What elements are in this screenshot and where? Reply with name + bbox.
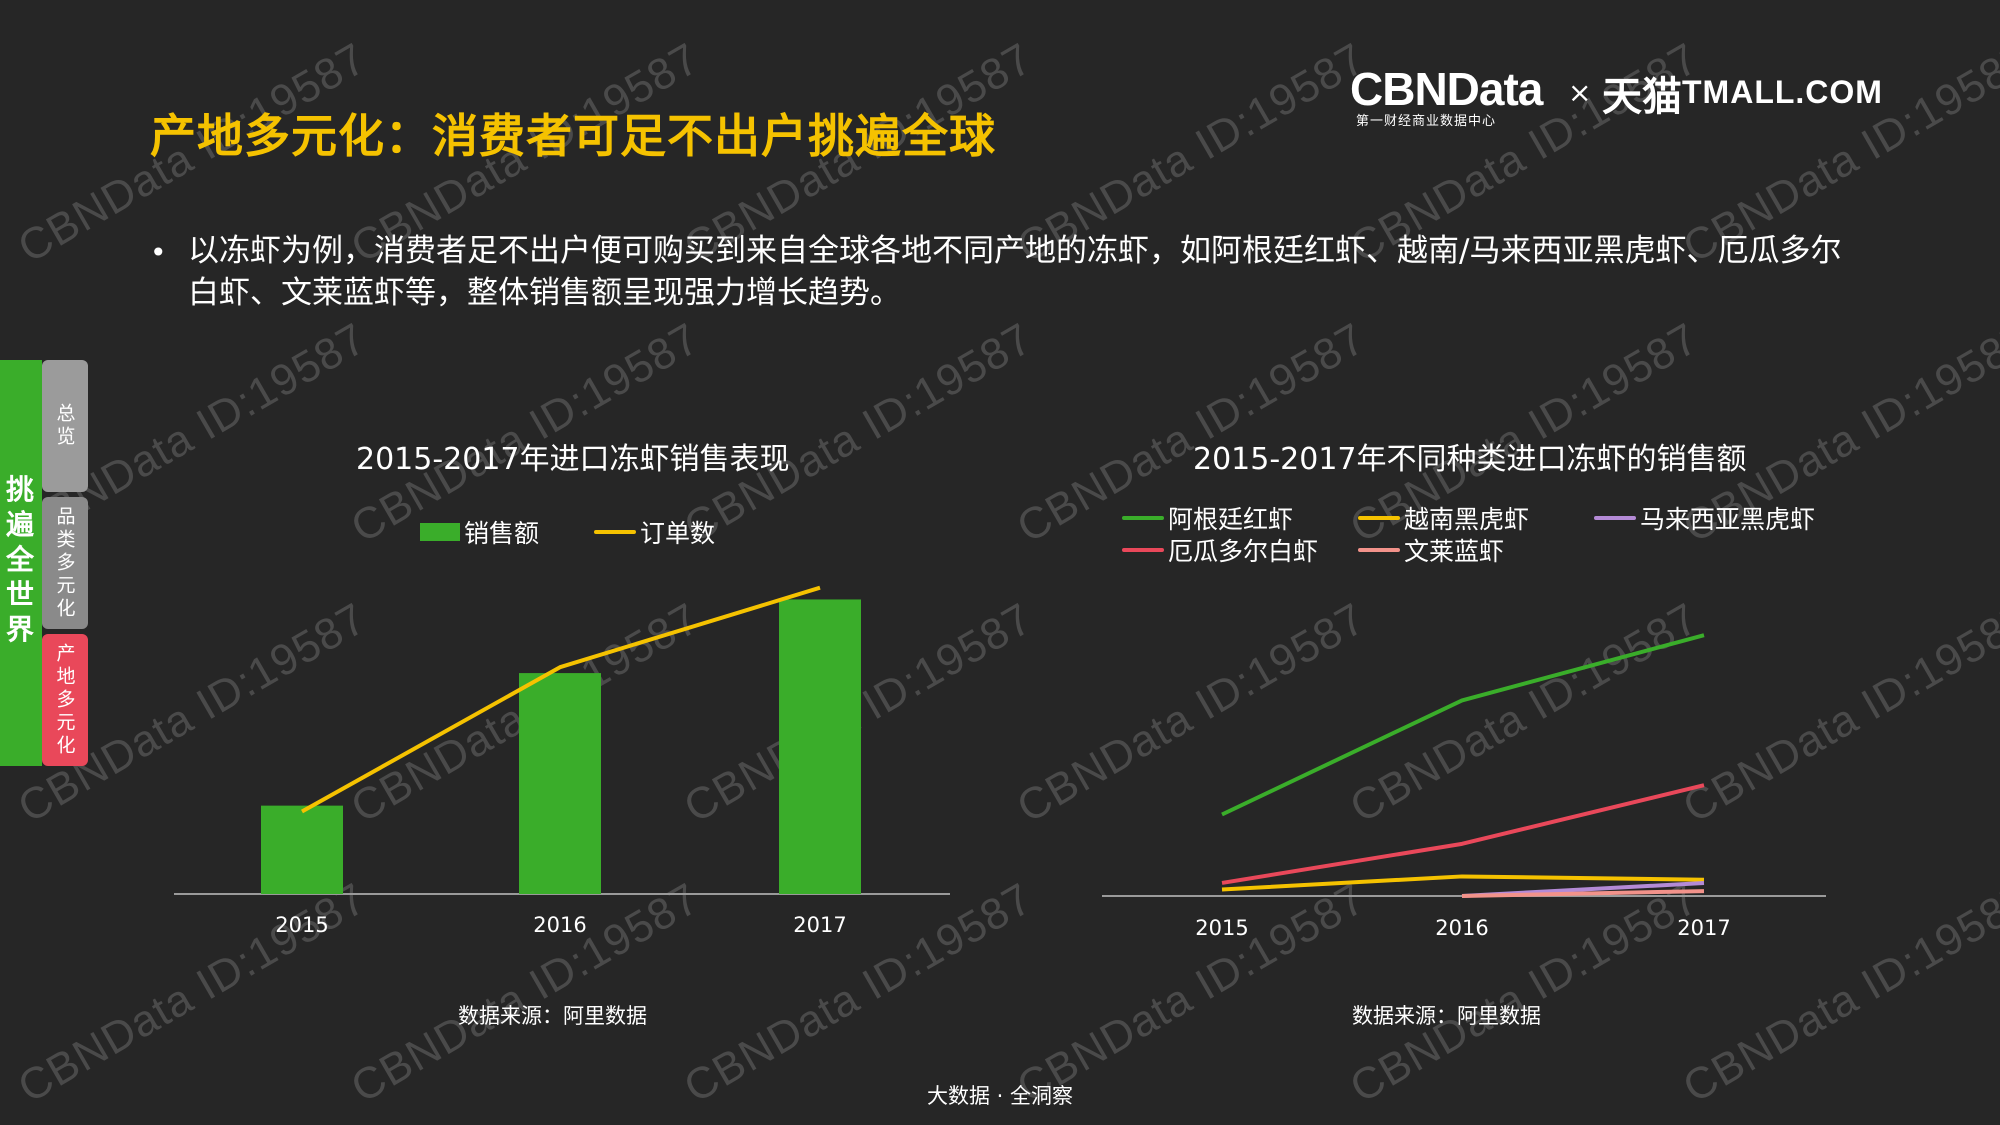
side-tab-label: 产地多元化 (53, 642, 76, 758)
chart2-line-brunei-blue-shrimp (1461, 889, 1705, 898)
tmall-logo-en: TMALL.COM (1682, 74, 1883, 110)
side-nav-main-text: 挑遍全世界 (5, 473, 34, 646)
legend-swatch (1358, 548, 1400, 552)
page-title: 产地多元化：消费者可足不出户挑遍全球 (150, 109, 996, 163)
chart2-x-tick-label: 2017 (1677, 916, 1730, 940)
bullet-marker: • (150, 236, 167, 269)
chart2-source: 数据来源：阿里数据 (1352, 1004, 1541, 1028)
cbndata-logo-subtitle: 第一财经商业数据中心 (1356, 114, 1497, 129)
legend-label: 厄瓜多尔白虾 (1168, 537, 1319, 566)
side-tab-overview[interactable]: 总览 (42, 360, 88, 492)
legend-label: 订单数 (640, 519, 716, 548)
chart2-legend-argentina: 阿根廷红虾 (1122, 500, 1293, 536)
logo-times-sign: × (1568, 76, 1592, 109)
chart2-legend-vietnam: 越南黑虎虾 (1358, 500, 1529, 536)
legend-swatch (1358, 516, 1400, 520)
legend-label: 马来西亚黑虎虾 (1640, 505, 1816, 534)
side-tab-category[interactable]: 品类多元化 (42, 497, 88, 629)
bullet-text: 以冻虾为例，消费者足不出户便可购买到来自全球各地不同产地的冻虾，如阿根廷红虾、越… (188, 233, 1842, 311)
legend-swatch (1594, 516, 1636, 520)
legend-label: 销售额 (464, 519, 540, 548)
chart1-bar-2016 (519, 673, 601, 894)
side-tab-origin[interactable]: 产地多元化 (42, 634, 88, 766)
chart2-plot: 2015 2016 2017 (1102, 633, 1826, 940)
chart2-title: 2015-2017年不同种类进口冻虾的销售额 (1193, 442, 1747, 477)
chart2-line-vietnam-tiger-shrimp (1221, 874, 1705, 892)
legend-label: 文莱蓝虾 (1404, 537, 1505, 566)
legend-swatch (594, 530, 636, 534)
chart1-x-tick-label: 2015 (275, 913, 328, 937)
chart1-legend-sales: 销售额 (420, 514, 539, 550)
side-nav-main-label: 挑遍全世界 (0, 472, 40, 647)
legend-label: 阿根廷红虾 (1168, 505, 1294, 534)
chart2-x-tick-label: 2015 (1195, 916, 1248, 940)
footer-slogan: 大数据 · 全洞察 (926, 1084, 1074, 1108)
chart1-legend-orders: 订单数 (594, 514, 715, 550)
side-tab-label: 总览 (53, 403, 76, 449)
chart1-x-tick-label: 2017 (793, 913, 846, 937)
chart2-line-ecuador-white-shrimp (1221, 783, 1705, 885)
chart1-source: 数据来源：阿里数据 (458, 1004, 647, 1028)
chart2-x-tick-label: 2016 (1435, 916, 1488, 940)
chart2-legend-ecuador: 厄瓜多尔白虾 (1122, 532, 1318, 568)
brand-logos: CBNData 第一财经商业数据中心 × 天猫 TMALL.COM (1350, 62, 1882, 132)
legend-label: 越南黑虎虾 (1404, 505, 1530, 534)
legend-swatch (1122, 548, 1164, 552)
chart1-bar-2017 (779, 599, 861, 894)
chart1-title: 2015-2017年进口冻虾销售表现 (356, 442, 790, 477)
chart1-x-tick-label: 2016 (533, 913, 586, 937)
side-nav-active-bar (0, 360, 42, 766)
side-tab-label: 品类多元化 (53, 505, 76, 621)
legend-swatch (1122, 516, 1164, 520)
chart2-legend-brunei: 文莱蓝虾 (1358, 532, 1504, 568)
tmall-logo-cn: 天猫 (1602, 74, 1682, 120)
chart2-legend-malaysia: 马来西亚黑虎虾 (1594, 500, 1815, 536)
chart1-bar-2015 (261, 805, 343, 894)
chart1-plot: 2015 2016 2017 (174, 585, 950, 937)
legend-swatch (420, 523, 460, 541)
cbndata-logo: CBNData (1350, 63, 1543, 115)
chart2-line-argentina-red-shrimp (1221, 633, 1705, 817)
chart1-orders-line (301, 585, 821, 814)
